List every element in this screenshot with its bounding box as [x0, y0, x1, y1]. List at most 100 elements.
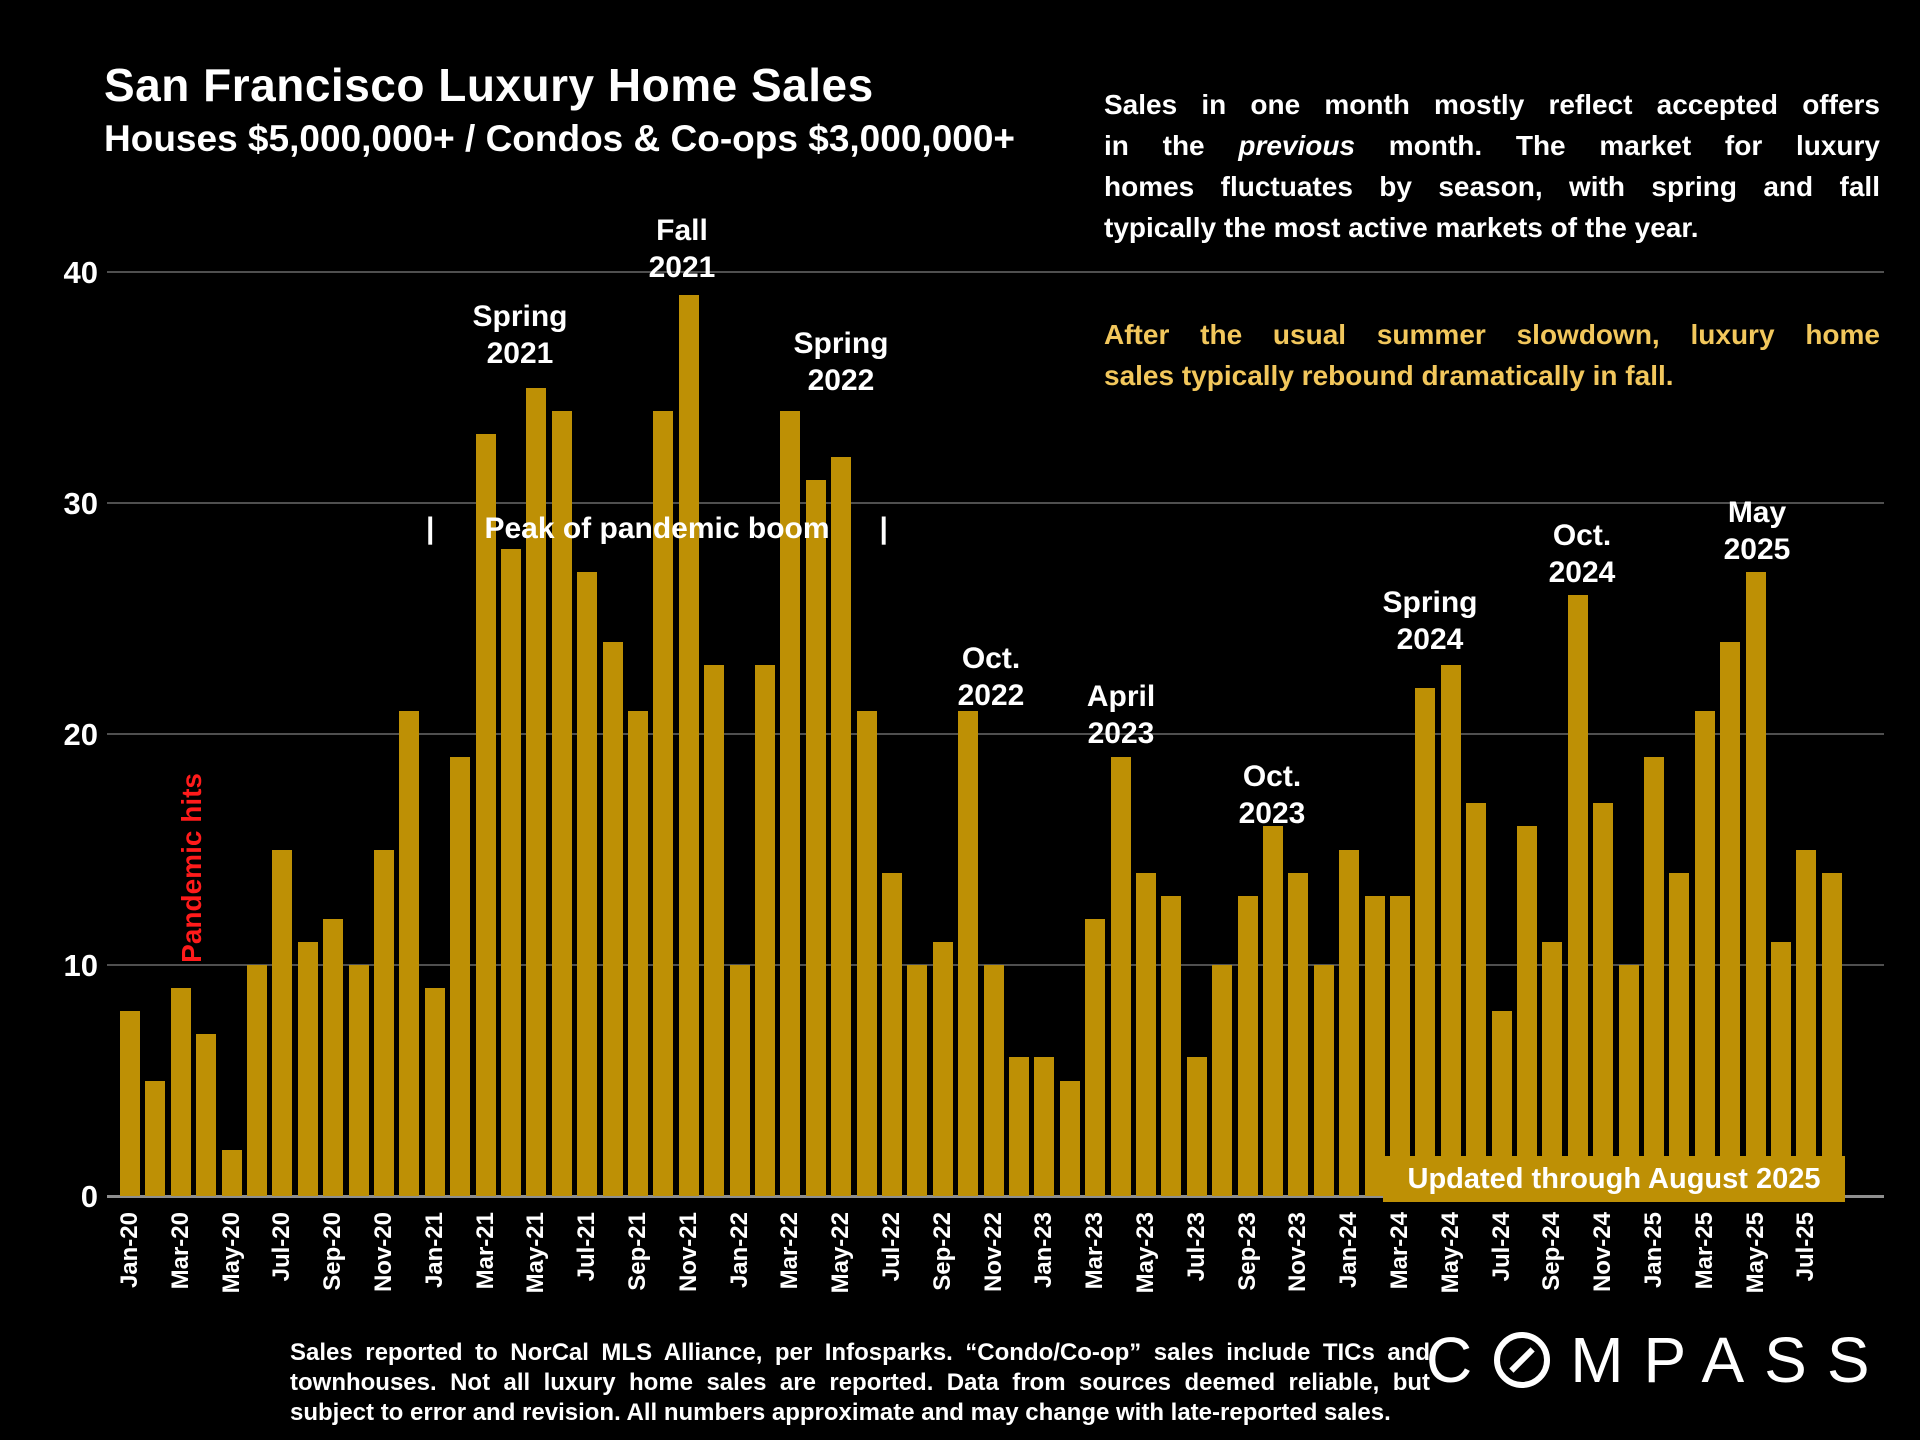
bar-Feb-20 [145, 1080, 166, 1196]
x-axis-label-Jan-23: Jan-23 [1030, 1212, 1058, 1289]
x-axis-label-Jul-22: Jul-22 [878, 1212, 905, 1282]
bar-May-25 [1745, 572, 1766, 1196]
x-axis-label-Jan-22: Jan-22 [725, 1212, 753, 1289]
x-axis-label-Jul-20: Jul-20 [268, 1212, 296, 1282]
note-line: homes fluctuates by season, with spring … [1104, 171, 1880, 202]
bar-Jul-25 [1796, 849, 1817, 1196]
disclaimer-line: townhouses. Not all luxury home sales ar… [290, 1369, 1430, 1396]
bar-Mar-24 [1390, 895, 1410, 1196]
bar-Aug-24 [1517, 826, 1537, 1196]
gridline-20 [107, 733, 1884, 735]
bar-Oct-21 [653, 410, 674, 1196]
compass-o-icon [1494, 1332, 1551, 1388]
bar-Feb-25 [1669, 872, 1690, 1196]
bar-Nov-22 [983, 965, 1004, 1196]
x-axis-label-Jul-24: Jul-24 [1487, 1212, 1515, 1282]
annotation-peak-banner: | Peak of pandemic boom | [426, 512, 888, 545]
x-axis-label-Sep-23: Sep-23 [1233, 1212, 1261, 1291]
bar-Jun-22 [856, 710, 877, 1196]
bar-Mar-21 [475, 433, 496, 1196]
bar-Aug-23 [1212, 965, 1233, 1196]
disclaimer-line: Sales reported to NorCal MLS Alliance, p… [290, 1339, 1430, 1366]
bar-Dec-24 [1618, 965, 1639, 1196]
x-axis-label-Sep-20: Sep-20 [319, 1212, 347, 1291]
annotation-oct-2024: Oct. 2024 [1548, 519, 1616, 589]
x-axis-label-May-21: May-21 [522, 1212, 550, 1294]
bar-Jun-23 [1161, 895, 1182, 1196]
x-axis-label-May-24: May-24 [1436, 1212, 1464, 1294]
bar-Jun-25 [1771, 941, 1791, 1196]
x-axis-label-Mar-22: Mar-22 [776, 1212, 804, 1290]
annotation-oct-2023: Oct. 2023 [1238, 760, 1306, 830]
x-axis-label-Jan-20: Jan-20 [116, 1212, 143, 1289]
x-axis-label-Jul-23: Jul-23 [1182, 1212, 1210, 1282]
page-title: San Francisco Luxury Home Sales [104, 59, 874, 111]
x-axis-label-Mar-25: Mar-25 [1690, 1212, 1718, 1290]
bar-Apr-20 [196, 1034, 217, 1196]
x-axis-label-Jan-24: Jan-24 [1335, 1212, 1363, 1289]
annotation-fall-2021: Fall 2021 [648, 214, 716, 284]
bar-Jan-23 [1034, 1057, 1055, 1196]
x-axis-label-May-20: May-20 [217, 1212, 245, 1294]
bar-May-20 [221, 1149, 242, 1196]
note-line: Sales in one month mostly reflect accept… [1104, 89, 1880, 120]
y-axis-label-30: 30 [63, 486, 98, 521]
note-line: typically the most active markets of the… [1104, 212, 1699, 243]
bar-Nov-20 [374, 849, 394, 1196]
compass-logo-letter: C [1426, 1324, 1493, 1396]
bar-May-21 [526, 387, 547, 1196]
bar-Jul-24 [1491, 1011, 1512, 1196]
bar-Apr-24 [1415, 687, 1436, 1196]
annotation-spring-2021: Spring 2021 [472, 300, 568, 370]
x-axis-line [107, 1195, 1884, 1198]
bar-Jul-22 [882, 872, 902, 1196]
bar-Aug-21 [602, 641, 623, 1196]
bar-Jan-24 [1339, 849, 1360, 1196]
source-disclaimer: Sales reported to NorCal MLS Alliance, p… [290, 1338, 1430, 1428]
bar-Feb-22 [755, 664, 775, 1196]
x-axis-label-May-23: May-23 [1132, 1212, 1159, 1294]
bar-Jul-20 [272, 849, 293, 1196]
note-line: in the previous month. The market for lu… [1104, 130, 1880, 161]
x-axis-label-Jan-25: Jan-25 [1640, 1212, 1667, 1289]
bar-Aug-20 [297, 941, 318, 1196]
compass-needle-icon [1509, 1347, 1535, 1373]
annotation-pandemic-hits: Pandemic hits [176, 773, 207, 963]
seasonality-note: Sales in one month mostly reflect accept… [1104, 84, 1880, 248]
x-axis-label-Nov-23: Nov-23 [1284, 1212, 1312, 1293]
bar-Mar-25 [1694, 710, 1715, 1196]
bar-Nov-24 [1593, 803, 1614, 1196]
bar-Dec-23 [1313, 965, 1334, 1196]
bar-Feb-23 [1059, 1080, 1080, 1196]
bar-Jun-21 [551, 410, 572, 1196]
compass-logo: C MPASS [1426, 1324, 1890, 1396]
note-line: sales typically rebound dramatically in … [1104, 360, 1674, 391]
bar-Jan-20 [120, 1011, 140, 1196]
bar-Jun-24 [1466, 803, 1487, 1196]
y-axis-label-10: 10 [63, 948, 98, 983]
compass-logo-letters: MPASS [1570, 1324, 1890, 1396]
bar-Oct-23 [1263, 826, 1283, 1196]
x-axis-label-May-25: May-25 [1741, 1212, 1769, 1294]
annotation-may-2025: May 2025 [1723, 496, 1791, 566]
bar-Aug-25 [1821, 872, 1842, 1196]
x-axis-label-Sep-22: Sep-22 [928, 1212, 956, 1291]
bar-Aug-22 [907, 965, 928, 1196]
x-axis-label-Mar-21: Mar-21 [471, 1212, 499, 1290]
bar-Dec-22 [1009, 1057, 1029, 1196]
annotation-spring-2022: Spring 2022 [793, 327, 889, 397]
y-axis-label-40: 40 [63, 255, 98, 290]
bar-Sep-23 [1237, 895, 1258, 1196]
gridline-40 [107, 271, 1884, 273]
bar-Nov-23 [1288, 872, 1309, 1196]
bar-Jul-23 [1186, 1057, 1207, 1196]
bar-May-23 [1136, 872, 1156, 1196]
x-axis-label-Jul-25: Jul-25 [1792, 1212, 1820, 1282]
bar-Mar-22 [780, 410, 801, 1196]
bar-Apr-25 [1720, 641, 1741, 1196]
bar-Oct-20 [348, 965, 369, 1196]
disclaimer-line: subject to error and revision. All numbe… [290, 1399, 1391, 1426]
bar-May-24 [1440, 664, 1461, 1196]
bar-Sep-21 [628, 710, 648, 1196]
